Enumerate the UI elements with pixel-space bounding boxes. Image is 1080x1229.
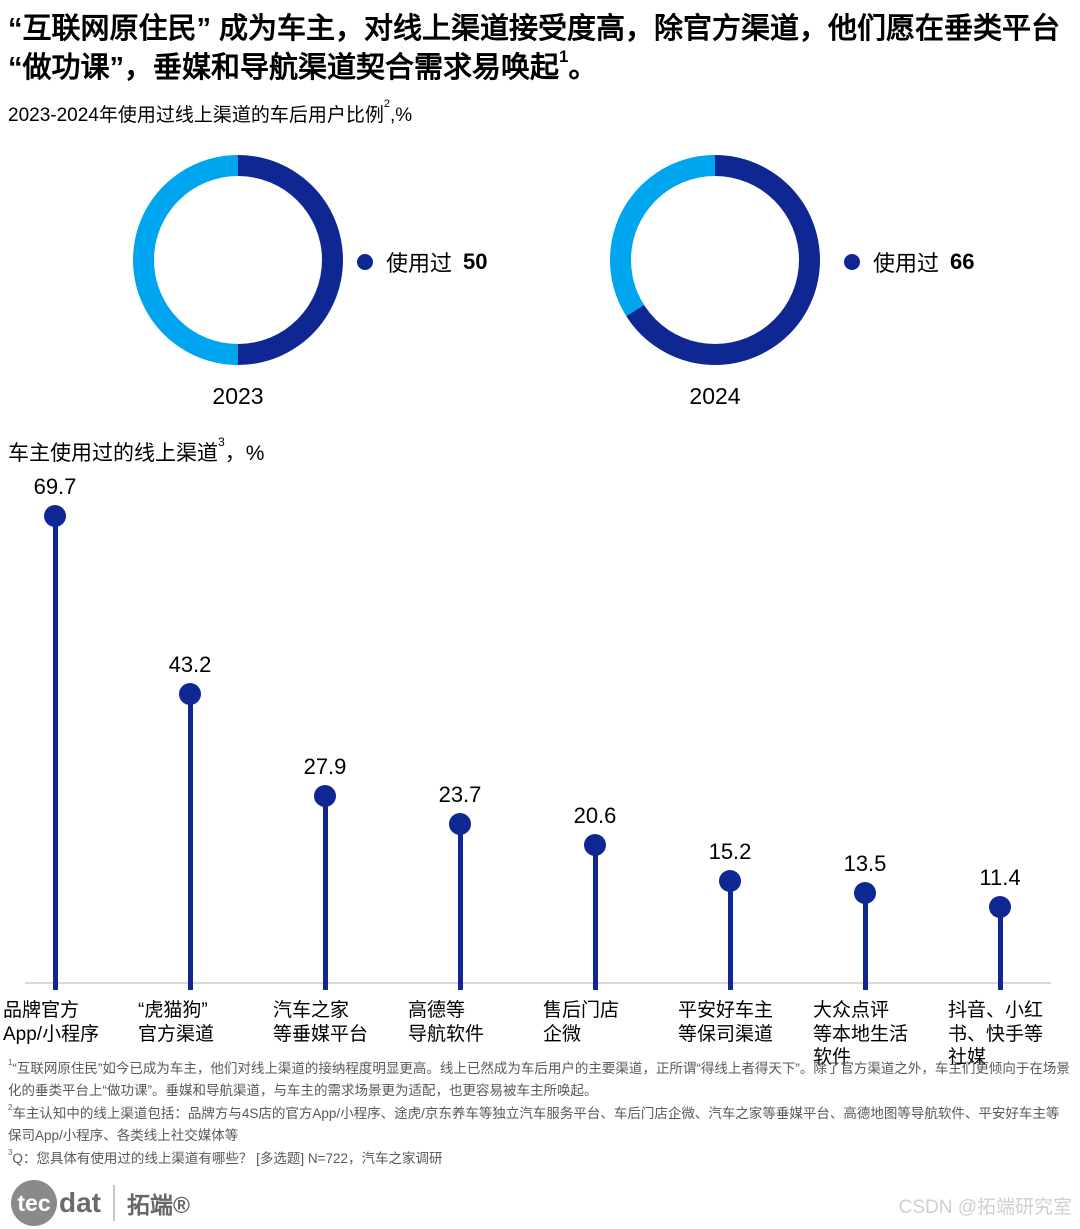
lollipop-dot (719, 870, 741, 892)
donut-section-subtitle: 2023-2024年使用过线上渠道的车后用户比例2,% (8, 98, 1008, 127)
page-title-superscript: 1 (559, 47, 569, 67)
donut-chart-2024: 2024 (610, 155, 820, 409)
legend-value: 66 (950, 249, 975, 274)
lollipop-dot (584, 834, 606, 856)
footnote-3-superscript: 3 (8, 1147, 13, 1157)
lollipop-value: 23.7 (438, 782, 482, 807)
lollipop-value: 20.6 (573, 803, 617, 828)
donut-ring-2023 (133, 155, 343, 365)
lollipop-category-label: “虎猫狗” 官方渠道 (138, 1000, 215, 1045)
lollipop-category-label: 平安好车主 等保司渠道 (678, 1000, 774, 1045)
legend-label: 使用过 (386, 251, 453, 276)
lollipop-value: 13.5 (843, 851, 887, 876)
footnote-2-text: 车主认知中的线上渠道包括：品牌方与4S店的官方App/小程序、途虎/京东养车等独… (8, 1106, 1060, 1143)
lollipop-value: 69.7 (33, 474, 77, 499)
lollipop-dot (989, 896, 1011, 918)
logo-divider (113, 1185, 115, 1221)
legend-dot-icon (844, 254, 860, 270)
logo-dat-text: dat (59, 1187, 101, 1218)
lollipop-value: 15.2 (708, 839, 752, 864)
tecdat-logo-circle-icon: tec (11, 1180, 57, 1226)
page-title: “互联网原住民” 成为车主，对线上渠道接受度高，除官方渠道，他们愿在垂类平台 “… (8, 10, 1074, 87)
lollipop-title-superscript: 3 (218, 435, 225, 450)
donut-legend-2024: 使用过 66 (844, 246, 975, 278)
lollipop-stem (53, 516, 58, 990)
logo-chinese-text: 拓端® (127, 1192, 190, 1218)
legend-dot-icon (357, 254, 373, 270)
footnote-2: 2车主认知中的线上渠道包括：品牌方与4S店的官方App/小程序、途虎/京东养车等… (8, 1103, 1072, 1146)
legend-label: 使用过 (873, 251, 940, 276)
lollipop-dot (449, 813, 471, 835)
footnote-1-text: “互联网原住民”如今已成为车主，他们对线上渠道的接纳程度明显更高。线上已然成为车… (8, 1061, 1070, 1098)
x-axis-baseline (25, 982, 1051, 984)
lollipop-title-suffix: ，% (224, 442, 265, 465)
footnote-3: 3Q：您具体有使用过的线上渠道有哪些？ [多选题] N=722，汽车之家调研 (8, 1148, 1072, 1170)
legend-value: 50 (463, 249, 488, 274)
lollipop-dot (854, 882, 876, 904)
donut-legend-2023: 使用过 50 (357, 246, 488, 278)
lollipop-stem (593, 845, 598, 990)
page-title-suffix: 。 (568, 51, 598, 84)
lollipop-value: 43.2 (168, 652, 212, 677)
lollipop-stem (458, 824, 463, 990)
donut-subtitle-superscript: 2 (383, 98, 391, 111)
footnote-2-superscript: 2 (8, 1102, 13, 1112)
lollipop-category-label: 高德等 导航软件 (408, 1000, 485, 1045)
lollipop-dot (179, 683, 201, 705)
donut-subtitle-text: 2023-2024年使用过线上渠道的车后用户比例 (8, 105, 384, 126)
lollipop-chart: 69.7 品牌官方 App/小程序 43.2 “虎猫狗” 官方渠道 27.9 汽车之家 等… (0, 470, 1080, 1070)
csdn-watermark: CSDN @拓端研究室 (898, 1197, 1072, 1218)
lollipop-category-label: 售后门店 企微 (543, 1000, 620, 1045)
footnote-3-text: Q：您具体有使用过的线上渠道有哪些？ [多选题] N=722，汽车之家调研 (12, 1151, 443, 1166)
lollipop-stem (323, 796, 328, 990)
donut-chart-2023: 2023 (133, 155, 343, 409)
lollipop-stem (188, 694, 193, 990)
lollipop-value: 11.4 (979, 865, 1021, 890)
lollipop-stem (998, 907, 1003, 990)
donut-ring-2024 (610, 155, 820, 365)
footnote-1: 1“互联网原住民”如今已成为车主，他们对线上渠道的接纳程度明显更高。线上已然成为… (8, 1058, 1072, 1101)
lollipop-category-label: 抖音、小红 书、快手等 社媒 (948, 1000, 1044, 1069)
tecdat-logo: tec dat 拓端® (11, 1180, 190, 1226)
page-title-text: “互联网原住民” 成为车主，对线上渠道接受度高，除官方渠道，他们愿在垂类平台 “… (8, 13, 1061, 84)
donut-year-label-2023: 2023 (212, 383, 264, 409)
lollipop-dot (314, 785, 336, 807)
lollipop-value: 27.9 (303, 754, 347, 779)
donut-year-label-2024: 2024 (689, 383, 741, 409)
lollipop-category-label: 汽车之家 等垂媒平台 (273, 1000, 369, 1045)
lollipop-stem (863, 893, 868, 990)
lollipop-dot (44, 505, 66, 527)
lollipop-category-label: 大众点评 等本地生活 软件 (813, 1000, 909, 1069)
logo-tec-text: tec (17, 1189, 51, 1216)
lollipop-stem (728, 881, 733, 990)
lollipop-category-label: 品牌官方 App/小程序 (3, 1000, 100, 1045)
lollipop-title-text: 车主使用过的线上渠道 (8, 442, 218, 465)
lollipop-chart-title: 车主使用过的线上渠道3，% (8, 435, 265, 467)
footnote-1-superscript: 1 (8, 1057, 13, 1067)
donut-subtitle-suffix: ,% (390, 105, 413, 126)
